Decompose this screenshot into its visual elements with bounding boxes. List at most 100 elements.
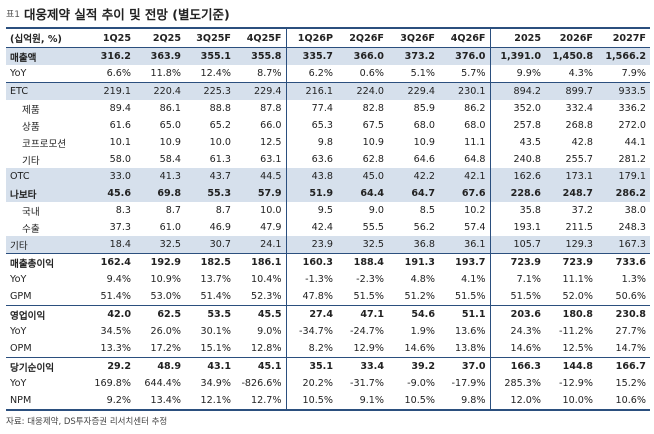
table-cell: 193.7 xyxy=(439,253,491,271)
table-cell: 33.4 xyxy=(337,357,388,375)
table-cell: 63.6 xyxy=(311,154,333,165)
table-cell: 255.7 xyxy=(565,154,593,165)
table-cell: 286.2 xyxy=(597,185,650,202)
table-cell: 87.8 xyxy=(235,100,287,117)
table-cell: 10.1 xyxy=(109,137,131,148)
table-cell: 64.4 xyxy=(337,185,388,202)
table-cell: 9.8% xyxy=(439,392,491,411)
table-cell: 191.3 xyxy=(388,253,439,271)
table-cell: 45.0 xyxy=(337,168,388,185)
table-cell: 10.9% xyxy=(150,274,181,285)
table-cell: 45.5 xyxy=(235,305,287,323)
row-label: 기타 xyxy=(22,155,40,167)
header-col: 4Q25F xyxy=(235,27,287,48)
table-cell: 33.0 xyxy=(85,168,135,185)
table-cell: -826.6% xyxy=(235,375,287,392)
table-cell: 48.9 xyxy=(135,357,185,375)
table-cell: 26.0% xyxy=(150,326,181,337)
table-number: 표1 xyxy=(6,9,21,20)
row-label: 기타 xyxy=(6,236,85,254)
table-cell: 933.5 xyxy=(597,82,650,100)
table-cell: 63.1 xyxy=(235,151,287,168)
table-row: 국내 8.3 8.7 8.7 10.0 9.5 9.0 8.5 10.2 35.8 37.2 38.0 xyxy=(6,202,650,219)
table-cell: 45.1 xyxy=(235,357,287,375)
table-cell: 15.1% xyxy=(200,343,231,354)
table-cell: -31.7% xyxy=(350,378,384,389)
table-cell: 9.0% xyxy=(235,323,287,340)
table-cell: 723.9 xyxy=(545,253,597,271)
table-row: 기타 58.0 58.4 61.3 63.1 63.6 62.8 64.6 64.8 240.8 2… xyxy=(6,151,650,168)
table-cell: 65.3 xyxy=(311,120,333,131)
table-cell: 12.9% xyxy=(353,343,384,354)
table-cell: 899.7 xyxy=(545,82,597,100)
table-cell: 43.5 xyxy=(519,137,541,148)
table-cell: 42.0 xyxy=(85,305,135,323)
table-cell: 144.8 xyxy=(545,357,597,375)
table-cell: 272.0 xyxy=(618,120,646,131)
table-cell: 316.2 xyxy=(85,47,135,65)
table-cell: 66.0 xyxy=(235,117,287,134)
table-cell: 64.8 xyxy=(439,151,491,168)
table-cell: 53.5 xyxy=(185,305,235,323)
table-cell: 240.8 xyxy=(513,154,541,165)
table-cell: 58.4 xyxy=(159,154,181,165)
row-label: GPM xyxy=(10,291,32,302)
table-cell: -2.3% xyxy=(356,274,384,285)
table-cell: 44.5 xyxy=(235,168,287,185)
table-cell: 167.3 xyxy=(597,236,650,254)
table-cell: 12.7% xyxy=(235,392,287,411)
table-cell: 17.2% xyxy=(150,343,181,354)
table-cell: 9.8 xyxy=(317,137,333,148)
table-cell: 8.2% xyxy=(308,343,333,354)
table-cell: 54.6 xyxy=(388,305,439,323)
row-label: YoY xyxy=(10,378,27,389)
row-label: ETC xyxy=(6,82,85,100)
table-cell: 65.0 xyxy=(159,120,181,131)
table-cell: 64.6 xyxy=(413,154,435,165)
table-cell: 47.9 xyxy=(235,219,287,236)
table-cell: 34.9% xyxy=(200,378,231,389)
table-cell: 192.9 xyxy=(135,253,185,271)
table-cell: 32.5 xyxy=(135,236,185,254)
table-cell: 10.5% xyxy=(286,392,337,411)
table-cell: 39.2 xyxy=(388,357,439,375)
table-cell: 32.5 xyxy=(337,236,388,254)
table-cell: 9.1% xyxy=(337,392,388,411)
table-cell: 11.1% xyxy=(562,274,593,285)
table-cell: 34.5% xyxy=(100,326,131,337)
table-cell: 46.9 xyxy=(209,222,231,233)
table-cell: 51.2% xyxy=(404,291,435,302)
table-row: 당기순이익 29.2 48.9 43.1 45.1 35.1 33.4 39.2 37.0 166… xyxy=(6,357,650,375)
earnings-table: (십억원, %) 1Q25 2Q25 3Q25F 4Q25F 1Q26P 2Q2… xyxy=(6,27,650,411)
table-cell: 55.3 xyxy=(185,185,235,202)
table-cell: 51.5% xyxy=(353,291,384,302)
table-cell: 10.0 xyxy=(235,202,287,219)
table-cell: 30.1% xyxy=(200,326,231,337)
table-cell: 7.9% xyxy=(621,68,646,79)
table-cell: 44.1 xyxy=(624,137,646,148)
table-cell: 182.5 xyxy=(185,253,235,271)
table-cell: 64.7 xyxy=(388,185,439,202)
table-cell: 355.1 xyxy=(185,47,235,65)
table-cell: 20.2% xyxy=(302,378,333,389)
table-cell: 10.9 xyxy=(413,137,435,148)
row-label: 나보타 xyxy=(6,185,85,202)
table-cell: 27.7% xyxy=(615,326,646,337)
table-cell: 14.6% xyxy=(510,343,541,354)
table-cell: 62.8 xyxy=(362,154,384,165)
table-title-bar: 표1 대웅제약 실적 추이 및 전망 (별도기준) xyxy=(6,2,230,24)
table-cell: 644.4% xyxy=(144,378,181,389)
table-cell: 10.9 xyxy=(159,137,181,148)
table-cell: 173.1 xyxy=(545,168,597,185)
table-cell: 335.7 xyxy=(286,47,337,65)
row-label: 영업이익 xyxy=(6,305,85,323)
table-cell: 13.8% xyxy=(439,340,491,358)
row-label: OTC xyxy=(6,168,85,185)
table-cell: 8.5 xyxy=(419,205,435,216)
table-cell: 281.2 xyxy=(618,154,646,165)
table-cell: 6.2% xyxy=(308,68,333,79)
row-label: YoY xyxy=(10,274,27,285)
row-label: 국내 xyxy=(22,206,40,218)
table-cell: 77.4 xyxy=(311,103,333,114)
table-cell: 38.0 xyxy=(624,205,646,216)
